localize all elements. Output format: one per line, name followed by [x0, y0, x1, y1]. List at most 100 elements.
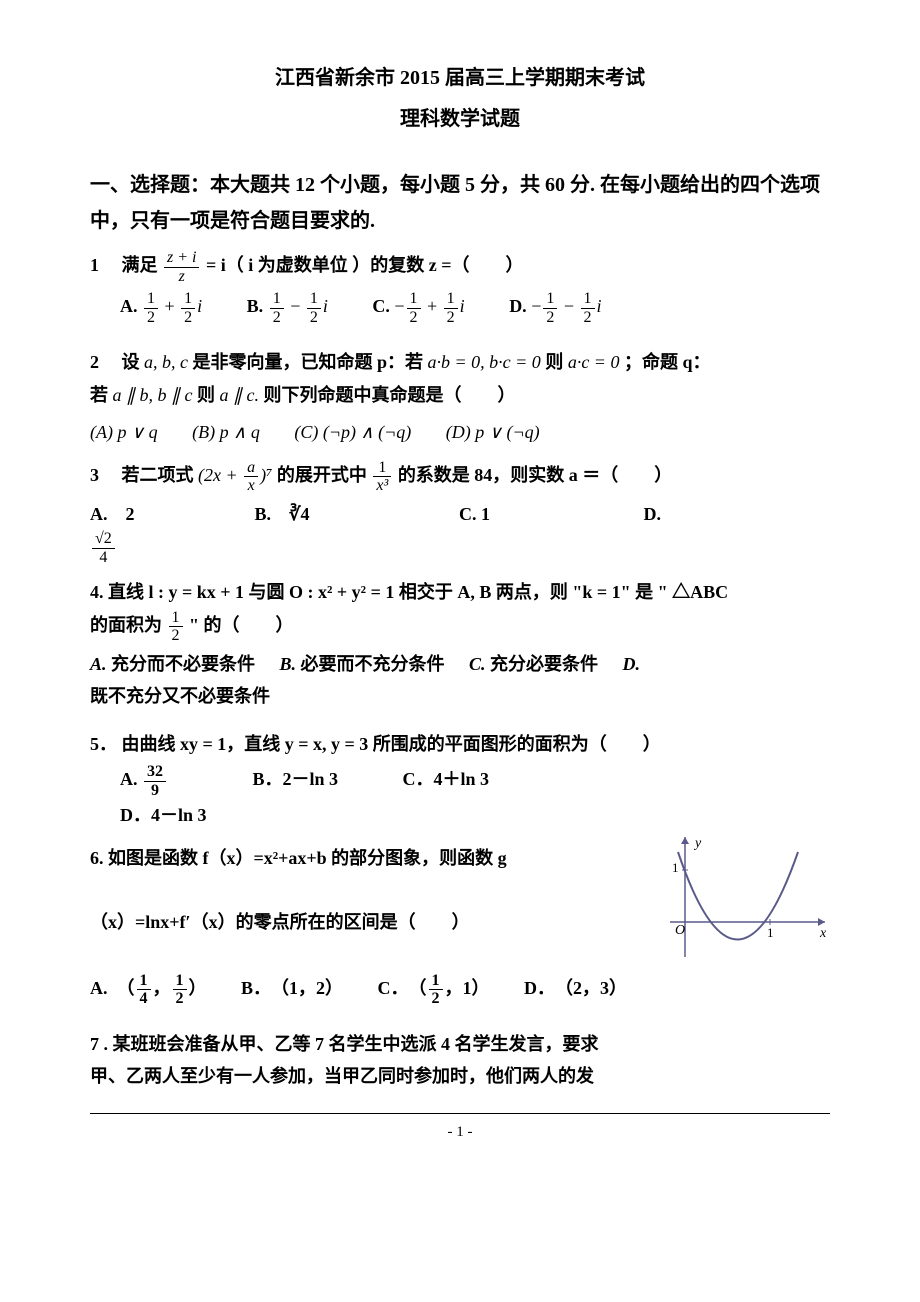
q4-option-a: A. 充分而不必要条件 [90, 648, 255, 680]
q6-b-label: B． [241, 978, 262, 998]
question-2: 2 设 a, b, c 是非零向量，已知命题 p：若 a·b = 0, b·c … [90, 346, 830, 411]
q2-cond4: a ∥ c. [220, 385, 260, 405]
q5-option-d: D．4－ln 3 [120, 799, 207, 831]
question-2-text-a: 设 [122, 352, 140, 372]
svg-text:O: O [675, 923, 685, 938]
q6-c-den: 2 [429, 990, 443, 1008]
question-1-number: 1 [90, 255, 99, 275]
question-6-text-a: 如图是函数 f（x）=x²+ax+b 的部分图象，则函数 g [108, 848, 507, 868]
q5-c-label: C． [403, 769, 434, 789]
question-2-text-d: ；命题 q： [624, 352, 711, 372]
q3-option-b: B. ∛4 [255, 498, 455, 530]
q3-d-frac: √2 4 [92, 530, 115, 566]
question-1: 1 满足 z + i z = i（ i 为虚数单位 ）的复数 z =（ ） [90, 249, 830, 285]
q3-d-den: 4 [92, 549, 115, 567]
q5-a-label: A. [120, 769, 138, 789]
question-7-text-b: 甲、乙两人至少有一人参加，当甲乙同时参加时，他们两人的发 [90, 1066, 594, 1086]
q2-option-b: (B) p ∧ q [192, 416, 260, 448]
q6-option-a: A. （14，12） [90, 972, 207, 1008]
question-2-line2b: 则 [197, 385, 215, 405]
q1-option-c: C. −12 + 12i [372, 290, 464, 326]
q3-d-label: D. [644, 504, 662, 524]
q6-option-d: D． （2，3） [524, 972, 627, 1004]
q3-b-val: ∛4 [289, 504, 309, 524]
q5-a-num: 32 [144, 763, 166, 782]
q4-half-num: 1 [169, 609, 183, 628]
q4-option-c: C. 充分必要条件 [469, 648, 598, 680]
q5-b-label: B． [253, 769, 283, 789]
svg-text:1: 1 [767, 925, 774, 940]
q5-option-c: C．4＋ln 3 [403, 763, 490, 795]
document-title: 江西省新余市 2015 届高三上学期期末考试 [90, 60, 830, 96]
q1-frac-den: z [164, 268, 199, 286]
q3-a-val: 2 [126, 504, 135, 524]
q5-option-a: A. 329 [120, 763, 168, 799]
q2-cond3: a ∥ b, b ∥ c [113, 385, 193, 405]
question-3-text-b: 的展开式中 [277, 465, 367, 485]
question-5-options: A. 329 B．2－ln 3 C．4＋ln 3 D．4－ln 3 [120, 763, 830, 832]
section-1-heading: 一、选择题：本大题共 12 个小题，每小题 5 分，共 60 分. 在每小题给出… [90, 167, 830, 239]
q2-cond2: a·c = 0 [568, 352, 620, 372]
q1-d-label: D. [509, 296, 527, 316]
q3-c-label: C. [459, 504, 477, 524]
q6-graph: O x y 1 1 [650, 832, 830, 962]
q1-a-label: A. [120, 296, 138, 316]
page-number: - 1 - [90, 1119, 830, 1146]
svg-text:x: x [819, 926, 827, 941]
question-4-text-c: " 的（ ） [189, 615, 294, 635]
question-3-number: 3 [90, 465, 99, 485]
q3-c-val: 1 [481, 504, 490, 524]
footer-line [90, 1113, 830, 1114]
question-2-line2a: 若 [90, 385, 108, 405]
question-6-text-b: （x）=lnx+f′（x）的零点所在的区间是（ ） [90, 912, 470, 932]
question-6-options: A. （14，12） B． （1，2） C． （12，1） D． （2，3） [90, 972, 830, 1008]
question-4-text-b: 的面积为 [90, 615, 162, 635]
question-3-text-c: 的系数是 84，则实数 a ＝（ ） [398, 465, 673, 485]
q3-option-d: D. [644, 498, 662, 530]
q2-option-d: (D) p ∨ (¬q) [446, 416, 540, 448]
q3-a-label: A. [90, 504, 108, 524]
q6-a-num1: 1 [137, 972, 151, 991]
q3-expr-den: x [244, 477, 258, 495]
question-2-number: 2 [90, 352, 99, 372]
question-2-line2c: 则下列命题中真命题是（ ） [264, 385, 516, 405]
q1-b-label: B. [247, 296, 264, 316]
q3-option-c: C. 1 [459, 498, 639, 530]
question-5-text: 由曲线 xy = 1，直线 y = x, y = 3 所围成的平面图形的面积为（… [122, 734, 661, 754]
q3-option-a: A. 2 [90, 498, 250, 530]
q3-d-num: √2 [92, 530, 115, 549]
svg-text:1: 1 [672, 860, 679, 875]
q1-option-a: A. 12 + 12i [120, 290, 202, 326]
question-4-options: A. 充分而不必要条件 B. 必要而不充分条件 C. 充分必要条件 D. 既不充… [90, 648, 830, 713]
q6-a-den2: 2 [173, 990, 187, 1008]
q3-expr-num: a [244, 459, 258, 478]
question-2-options: (A) p ∨ q (B) p ∧ q (C) (¬p) ∧ (¬q) (D) … [90, 416, 830, 448]
q6-a-num2: 1 [173, 972, 187, 991]
q2-option-c: (C) (¬p) ∧ (¬q) [294, 416, 411, 448]
question-1-text-a: 满足 [122, 255, 158, 275]
question-4: 4. 直线 l : y = kx + 1 与圆 O : x² + y² = 1 … [90, 576, 830, 645]
question-7: 7 . 某班班会准备从甲、乙等 7 名学生中选派 4 名学生发言，要求 甲、乙两… [90, 1028, 830, 1093]
parabola-plot-icon: O x y 1 1 [650, 832, 830, 962]
q1-option-d: D. −12 − 12i [509, 290, 601, 326]
q6-c-b: 1 [463, 978, 472, 998]
question-1-options: A. 12 + 12i B. 12 − 12i C. −12 + 12i D. … [120, 290, 830, 326]
q5-c-val: 4＋ln 3 [434, 769, 490, 789]
q3-expr: (2x + [198, 465, 242, 485]
q4-half-den: 2 [169, 627, 183, 645]
q6-d-label: D． [524, 978, 546, 998]
question-1-text-b: = i（ i 为虚数单位 ）的复数 z =（ ） [206, 255, 524, 275]
question-6-number: 6. [90, 848, 104, 868]
q3-b-label: B. [255, 504, 272, 524]
q5-option-b: B．2－ln 3 [253, 763, 339, 795]
document-subtitle: 理科数学试题 [90, 101, 830, 137]
q5-a-den: 9 [144, 782, 166, 800]
q4-option-d-text: 既不充分又不必要条件 [90, 686, 270, 706]
q2-option-a: (A) p ∨ q [90, 416, 158, 448]
q1-option-b: B. 12 − 12i [247, 290, 328, 326]
q3-term-den: x³ [373, 477, 391, 495]
q6-option-c: C． （12，1） [378, 972, 490, 1008]
q3-term-num: 1 [373, 459, 391, 478]
q6-c-num: 1 [429, 972, 443, 991]
q5-d-val: 4－ln 3 [151, 805, 207, 825]
